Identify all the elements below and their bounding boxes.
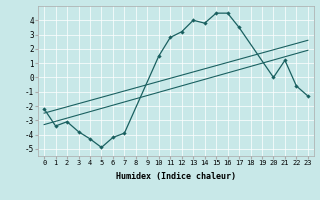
X-axis label: Humidex (Indice chaleur): Humidex (Indice chaleur) — [116, 172, 236, 181]
